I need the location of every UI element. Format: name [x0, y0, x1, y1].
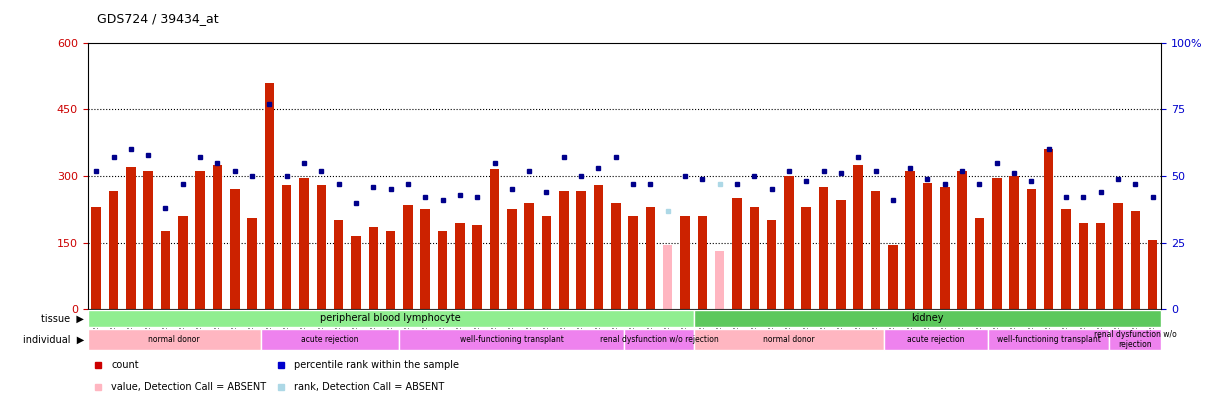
- Bar: [178, 216, 187, 309]
- Bar: [473, 225, 482, 309]
- Bar: [593, 185, 603, 309]
- Bar: [541, 216, 551, 309]
- Bar: [888, 245, 897, 309]
- Bar: [625, 328, 693, 350]
- Text: normal donor: normal donor: [148, 335, 199, 344]
- Bar: [1148, 240, 1158, 309]
- Bar: [368, 227, 378, 309]
- Text: percentile rank within the sample: percentile rank within the sample: [294, 360, 458, 370]
- Bar: [749, 207, 759, 309]
- Bar: [404, 205, 412, 309]
- Bar: [1096, 223, 1105, 309]
- Bar: [693, 328, 884, 350]
- Text: acute rejection: acute rejection: [907, 335, 964, 344]
- Bar: [196, 171, 204, 309]
- Text: peripheral blood lymphocyte: peripheral blood lymphocyte: [320, 313, 461, 324]
- Bar: [247, 218, 257, 309]
- Bar: [732, 198, 742, 309]
- Bar: [680, 216, 689, 309]
- Bar: [126, 167, 136, 309]
- Bar: [992, 178, 1002, 309]
- Bar: [334, 220, 343, 309]
- Bar: [698, 216, 708, 309]
- Bar: [871, 192, 880, 309]
- Bar: [88, 310, 693, 327]
- Text: individual  ▶: individual ▶: [23, 334, 84, 344]
- Bar: [1045, 149, 1053, 309]
- Bar: [923, 183, 933, 309]
- Bar: [230, 189, 240, 309]
- Text: GDS724 / 39434_at: GDS724 / 39434_at: [97, 12, 219, 25]
- Bar: [989, 328, 1109, 350]
- Bar: [1131, 211, 1141, 309]
- Bar: [438, 232, 447, 309]
- Bar: [1079, 223, 1088, 309]
- Bar: [576, 192, 586, 309]
- Bar: [1009, 176, 1019, 309]
- Text: well-functioning transplant: well-functioning transplant: [460, 335, 564, 344]
- Bar: [1113, 202, 1122, 309]
- Text: kidney: kidney: [911, 313, 944, 324]
- Text: renal dysfunction w/o
rejection: renal dysfunction w/o rejection: [1094, 330, 1177, 349]
- Bar: [265, 83, 274, 309]
- Bar: [1062, 209, 1071, 309]
- Bar: [490, 169, 500, 309]
- Bar: [1026, 189, 1036, 309]
- Bar: [1109, 328, 1161, 350]
- Bar: [143, 171, 153, 309]
- Text: tissue  ▶: tissue ▶: [41, 313, 84, 324]
- Bar: [524, 202, 534, 309]
- Bar: [884, 328, 989, 350]
- Bar: [282, 185, 292, 309]
- Bar: [837, 200, 845, 309]
- Text: rank, Detection Call = ABSENT: rank, Detection Call = ABSENT: [294, 382, 444, 392]
- Bar: [559, 192, 569, 309]
- Bar: [507, 209, 517, 309]
- Bar: [629, 216, 638, 309]
- Bar: [421, 209, 430, 309]
- Text: normal donor: normal donor: [764, 335, 815, 344]
- Bar: [854, 165, 863, 309]
- Bar: [801, 207, 811, 309]
- Bar: [351, 236, 361, 309]
- Text: well-functioning transplant: well-functioning transplant: [997, 335, 1100, 344]
- Bar: [455, 223, 465, 309]
- Bar: [715, 252, 725, 309]
- Bar: [260, 328, 399, 350]
- Bar: [784, 176, 794, 309]
- Text: renal dysfunction w/o rejection: renal dysfunction w/o rejection: [599, 335, 719, 344]
- Bar: [161, 232, 170, 309]
- Text: value, Detection Call = ABSENT: value, Detection Call = ABSENT: [111, 382, 266, 392]
- Text: count: count: [111, 360, 139, 370]
- Bar: [818, 187, 828, 309]
- Bar: [385, 232, 395, 309]
- Bar: [610, 202, 620, 309]
- Bar: [693, 310, 1161, 327]
- Bar: [316, 185, 326, 309]
- Text: acute rejection: acute rejection: [302, 335, 359, 344]
- Bar: [91, 207, 101, 309]
- Bar: [88, 328, 260, 350]
- Bar: [646, 207, 655, 309]
- Bar: [663, 245, 672, 309]
- Bar: [906, 171, 914, 309]
- Bar: [108, 192, 118, 309]
- Bar: [975, 218, 984, 309]
- Bar: [940, 187, 950, 309]
- Bar: [957, 171, 967, 309]
- Bar: [213, 165, 223, 309]
- Bar: [399, 328, 625, 350]
- Bar: [767, 220, 776, 309]
- Bar: [299, 178, 309, 309]
